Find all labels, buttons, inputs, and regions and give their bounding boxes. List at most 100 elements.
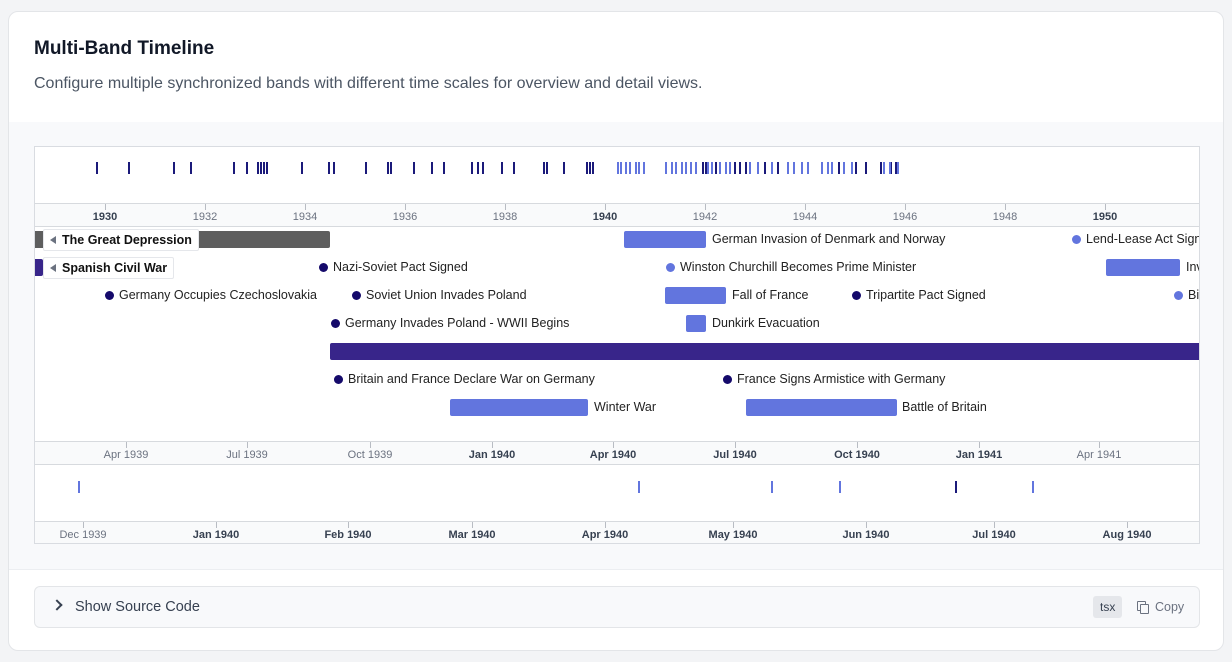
detail-event-marker [839, 481, 841, 493]
event-label[interactable]: Germany Invades Poland - WWII Begins [345, 316, 570, 330]
detail-tick [216, 522, 217, 528]
event-label[interactable]: Bi [1188, 288, 1200, 302]
overview-tick-label: 1930 [92, 211, 118, 223]
overview-event-marker [482, 162, 484, 174]
overview-event-marker [897, 162, 899, 174]
overview-event-marker [851, 162, 853, 174]
caret-left-icon [50, 236, 56, 244]
overview-event-marker [546, 162, 548, 174]
overview-event-marker [471, 162, 473, 174]
event-label[interactable]: Winter War [594, 400, 657, 414]
overview-event-marker [865, 162, 867, 174]
sticky-event-label[interactable]: The Great Depression [43, 229, 199, 251]
example-card: Multi-Band Timeline Configure multiple s… [8, 11, 1224, 651]
event-label[interactable]: German Invasion of Denmark and Norway [712, 232, 946, 246]
event-bar[interactable] [686, 315, 706, 332]
overview-tick [705, 204, 706, 210]
detail-band[interactable] [35, 465, 1199, 521]
event-dot[interactable] [723, 375, 732, 384]
event-bar[interactable] [746, 399, 897, 416]
detail-tick-label: Apr 1940 [581, 529, 629, 541]
overview-tick [205, 204, 206, 210]
overview-event-marker [787, 162, 789, 174]
detail-event-marker [78, 481, 80, 493]
event-dot[interactable] [319, 263, 328, 272]
overview-event-marker [890, 162, 892, 174]
overview-event-marker [513, 162, 515, 174]
event-dot[interactable] [334, 375, 343, 384]
overview-event-marker [477, 162, 479, 174]
overview-event-marker [745, 162, 747, 174]
overview-event-marker [543, 162, 545, 174]
event-bar[interactable] [624, 231, 706, 248]
event-dot[interactable] [352, 291, 361, 300]
event-bar[interactable] [330, 343, 1199, 360]
overview-event-marker [328, 162, 330, 174]
event-bar[interactable] [35, 259, 43, 276]
source-code-toggle[interactable]: Show Source Code tsx Copy [34, 586, 1200, 628]
sticky-event-label[interactable]: Spanish Civil War [43, 257, 175, 279]
event-label[interactable]: Winston Churchill Becomes Prime Minister [680, 260, 917, 274]
overview-event-marker [390, 162, 392, 174]
detail-tick [605, 522, 606, 528]
overview-event-marker [365, 162, 367, 174]
overview-event-marker [757, 162, 759, 174]
overview-tick-label: 1944 [792, 211, 818, 223]
event-dot[interactable] [105, 291, 114, 300]
event-label[interactable]: Fall of France [732, 288, 809, 302]
detail-tick [1127, 522, 1128, 528]
detail-tick-label: Feb 1940 [324, 529, 372, 541]
overview-event-marker [707, 162, 709, 174]
event-dot[interactable] [852, 291, 861, 300]
overview-event-marker [771, 162, 773, 174]
overview-event-marker [190, 162, 192, 174]
event-label[interactable]: Inv [1186, 260, 1199, 274]
overview-event-marker [725, 162, 727, 174]
event-dot[interactable] [1174, 291, 1183, 300]
detail-event-marker [638, 481, 640, 493]
event-label[interactable]: Nazi-Soviet Pact Signed [333, 260, 468, 274]
event-bar[interactable] [665, 287, 726, 304]
main-tick-label: Oct 1940 [834, 449, 880, 461]
overview-event-marker [821, 162, 823, 174]
language-badge: tsx [1093, 596, 1123, 618]
event-dot[interactable] [331, 319, 340, 328]
event-label[interactable]: Tripartite Pact Signed [866, 288, 986, 302]
overview-event-marker [675, 162, 677, 174]
overview-event-marker [838, 162, 840, 174]
overview-tick [805, 204, 806, 210]
detail-tick [994, 522, 995, 528]
detail-tick-label: Jan 1940 [192, 529, 240, 541]
detail-tick-label: Jun 1940 [842, 529, 890, 541]
detail-tick-label: May 1940 [708, 529, 758, 541]
overview-event-marker [625, 162, 627, 174]
overview-tick-label: 1936 [392, 211, 418, 223]
event-bar[interactable] [450, 399, 588, 416]
event-label[interactable]: France Signs Armistice with Germany [737, 372, 946, 386]
event-label[interactable]: Battle of Britain [902, 400, 987, 414]
overview-event-marker [681, 162, 683, 174]
overview-event-marker [807, 162, 809, 174]
overview-tick [505, 204, 506, 210]
overview-event-marker [690, 162, 692, 174]
overview-event-marker [638, 162, 640, 174]
timeline[interactable]: 1930 1932 1934 1936 1938 1940 1942 1944 1946 1948… [34, 146, 1200, 544]
overview-band[interactable] [35, 147, 1199, 203]
overview-tick [405, 204, 406, 210]
overview-event-marker [793, 162, 795, 174]
event-label[interactable]: Dunkirk Evacuation [712, 316, 820, 330]
event-dot[interactable] [1072, 235, 1081, 244]
card-header: Multi-Band Timeline Configure multiple s… [9, 12, 1223, 123]
event-bar[interactable] [1106, 259, 1180, 276]
detail-axis: Dec 1939 Jan 1940 Feb 1940 Mar 1940 Apr 1940… [35, 521, 1199, 543]
copy-button[interactable]: Copy [1137, 596, 1184, 618]
main-tick-label: Apr 1939 [103, 449, 149, 461]
overview-event-marker [301, 162, 303, 174]
event-dot[interactable] [666, 263, 675, 272]
event-label[interactable]: Lend-Lease Act Sign [1086, 232, 1200, 246]
event-label[interactable]: Britain and France Declare War on German… [348, 372, 595, 386]
event-label[interactable]: Soviet Union Invades Poland [366, 288, 527, 302]
main-band[interactable]: The Great Depression Spanish Civil War Ger… [35, 227, 1199, 441]
overview-event-marker [592, 162, 594, 174]
event-label[interactable]: Germany Occupies Czechoslovakia [119, 288, 317, 302]
